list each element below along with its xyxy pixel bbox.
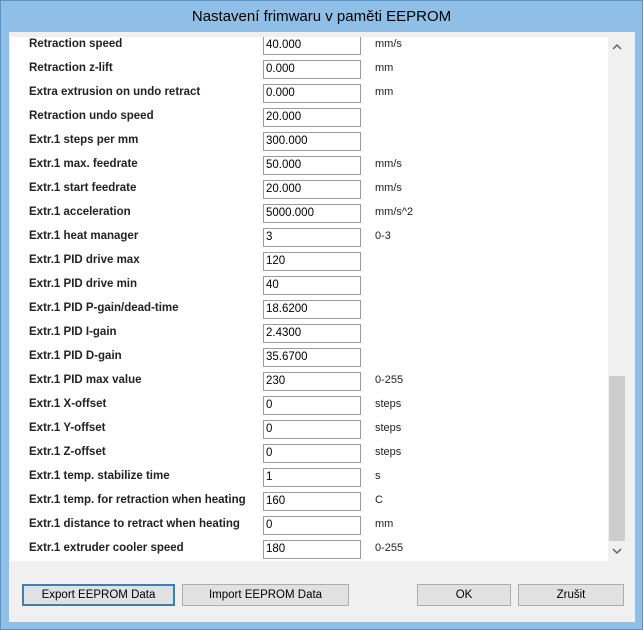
setting-label: Extr.1 temp. stabilize time bbox=[29, 470, 170, 482]
setting-input[interactable]: 5000.000 bbox=[263, 203, 361, 223]
settings-panel: Retraction speed 40.000 mm/s Retraction z-l… bbox=[10, 37, 626, 561]
setting-input[interactable]: 50.000 bbox=[263, 155, 361, 175]
setting-label: Extra extrusion on undo retract bbox=[29, 86, 201, 98]
setting-unit: mm bbox=[375, 86, 394, 98]
scrollbar[interactable] bbox=[608, 37, 626, 561]
setting-label: Extr.1 PID max value bbox=[29, 374, 142, 386]
setting-label: Extr.1 distance to retract when heating bbox=[29, 518, 240, 530]
cancel-button[interactable]: Zrušit bbox=[518, 584, 624, 606]
setting-unit: 0-3 bbox=[375, 230, 391, 242]
setting-input[interactable]: 40.000 bbox=[263, 37, 361, 55]
setting-label: Extr.1 heat manager bbox=[29, 230, 139, 242]
setting-label: Extr.1 max. feedrate bbox=[29, 158, 138, 170]
setting-label: Extr.1 extruder cooler speed bbox=[29, 542, 184, 554]
setting-input[interactable]: 1 bbox=[263, 467, 361, 487]
setting-unit: 0-255 bbox=[375, 374, 404, 386]
setting-input[interactable]: 0 bbox=[263, 419, 361, 439]
setting-unit: mm/s bbox=[375, 38, 402, 50]
setting-unit: mm bbox=[375, 518, 394, 530]
setting-label: Extr.1 X-offset bbox=[29, 398, 107, 410]
setting-input[interactable]: 40 bbox=[263, 275, 361, 295]
setting-input[interactable]: 230 bbox=[263, 371, 361, 391]
setting-unit: mm bbox=[375, 62, 394, 74]
setting-input[interactable]: 35.6700 bbox=[263, 347, 361, 367]
scroll-arrows bbox=[612, 43, 622, 555]
setting-label: Extr.1 PID drive min bbox=[29, 278, 138, 290]
setting-input[interactable]: 3 bbox=[263, 227, 361, 247]
import-button[interactable]: Import EEPROM Data bbox=[182, 584, 349, 606]
setting-unit: steps bbox=[375, 422, 402, 434]
setting-label: Extr.1 Y-offset bbox=[29, 422, 106, 434]
window-title: Nastavení frimwaru v paměti EEPROM bbox=[191, 8, 452, 25]
setting-unit: mm/s bbox=[375, 182, 402, 194]
setting-label: Extr.1 temp. for retraction when heating bbox=[29, 494, 246, 506]
setting-label: Retraction z-lift bbox=[29, 62, 113, 74]
setting-label: Extr.1 PID D-gain bbox=[29, 350, 122, 362]
client-area: Retraction speed 40.000 mm/s Retraction z-l… bbox=[9, 32, 635, 622]
setting-input[interactable]: 20.000 bbox=[263, 179, 361, 199]
setting-input[interactable]: 2.4300 bbox=[263, 323, 361, 343]
setting-input[interactable]: 300.000 bbox=[263, 131, 361, 151]
ok-button[interactable]: OK bbox=[417, 584, 511, 606]
setting-label: Extr.1 PID P-gain/dead-time bbox=[29, 302, 179, 314]
setting-label: Extr.1 acceleration bbox=[29, 206, 131, 218]
setting-input[interactable]: 0.000 bbox=[263, 83, 361, 103]
setting-label: Extr.1 PID I-gain bbox=[29, 326, 117, 338]
setting-input[interactable]: 120 bbox=[263, 251, 361, 271]
setting-input[interactable]: 0 bbox=[263, 443, 361, 463]
setting-unit: steps bbox=[375, 398, 402, 410]
setting-unit: 0-255 bbox=[375, 542, 404, 554]
setting-label: Extr.1 Z-offset bbox=[29, 446, 106, 458]
setting-input[interactable]: 20.000 bbox=[263, 107, 361, 127]
setting-unit: C bbox=[375, 494, 383, 506]
scroll-thumb[interactable] bbox=[609, 376, 625, 541]
setting-input[interactable]: 160 bbox=[263, 491, 361, 511]
setting-label: Extr.1 steps per mm bbox=[29, 134, 139, 146]
setting-input[interactable]: 0 bbox=[263, 395, 361, 415]
setting-label: Retraction speed bbox=[29, 38, 123, 50]
setting-unit: s bbox=[375, 470, 381, 482]
export-button[interactable]: Export EEPROM Data bbox=[22, 584, 175, 606]
setting-label: Extr.1 PID drive max bbox=[29, 254, 140, 266]
setting-input[interactable]: 0 bbox=[263, 515, 361, 535]
setting-unit: mm/s bbox=[375, 158, 402, 170]
setting-input[interactable]: 0.000 bbox=[263, 59, 361, 79]
setting-unit: mm/s^2 bbox=[375, 206, 414, 218]
setting-unit: steps bbox=[375, 446, 402, 458]
setting-label: Retraction undo speed bbox=[29, 110, 154, 122]
setting-input[interactable]: 18.6200 bbox=[263, 299, 361, 319]
setting-input[interactable]: 180 bbox=[263, 539, 361, 559]
setting-label: Extr.1 start feedrate bbox=[29, 182, 137, 194]
